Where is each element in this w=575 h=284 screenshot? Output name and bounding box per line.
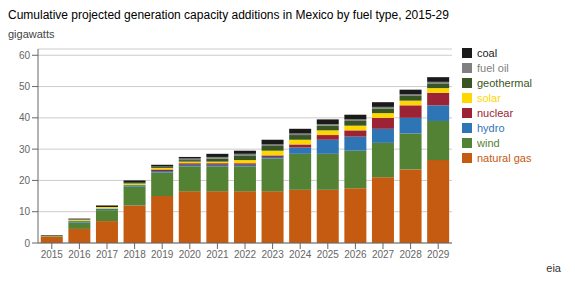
svg-text:2020: 2020 (179, 249, 202, 260)
html-text:nuclear: nuclear (477, 107, 514, 119)
svg-text:10: 10 (19, 206, 31, 217)
html-text:natural gas: natural gas (477, 152, 532, 164)
svg-text:2017: 2017 (96, 249, 119, 260)
svg-text:2023: 2023 (261, 249, 284, 260)
html-text:solar: solar (477, 92, 501, 104)
svg-text:2019: 2019 (151, 249, 174, 260)
svg-text:2022: 2022 (234, 249, 257, 260)
svg-text:2025: 2025 (317, 249, 340, 260)
svg-text:2024: 2024 (289, 249, 312, 260)
html-text:hydro: hydro (477, 122, 505, 134)
svg-text:2015: 2015 (41, 249, 64, 260)
svg-text:2018: 2018 (123, 249, 146, 260)
svg-text:2021: 2021 (206, 249, 229, 260)
html-text:Cumulative projected generatio: Cumulative projected generation capacity… (8, 8, 449, 22)
svg-text:40: 40 (19, 112, 31, 123)
svg-text:2026: 2026 (344, 249, 367, 260)
svg-text:0: 0 (24, 238, 30, 249)
svg-text:2029: 2029 (427, 249, 450, 260)
html-text:coal: coal (477, 47, 498, 59)
svg-text:50: 50 (19, 81, 31, 92)
html-text:wind: wind (477, 137, 500, 149)
html-text:geothermal: geothermal (477, 77, 532, 89)
html-text:gigawatts: gigawatts (8, 28, 55, 40)
svg-text:2016: 2016 (68, 249, 91, 260)
svg-text:2027: 2027 (372, 249, 395, 260)
html-text:fuel oil: fuel oil (477, 62, 509, 74)
svg-text:30: 30 (19, 144, 31, 155)
svg-text:60: 60 (19, 50, 31, 61)
html-text:eia: eia (546, 262, 561, 274)
svg-text:2028: 2028 (399, 249, 422, 260)
svg-text:20: 20 (19, 175, 31, 186)
